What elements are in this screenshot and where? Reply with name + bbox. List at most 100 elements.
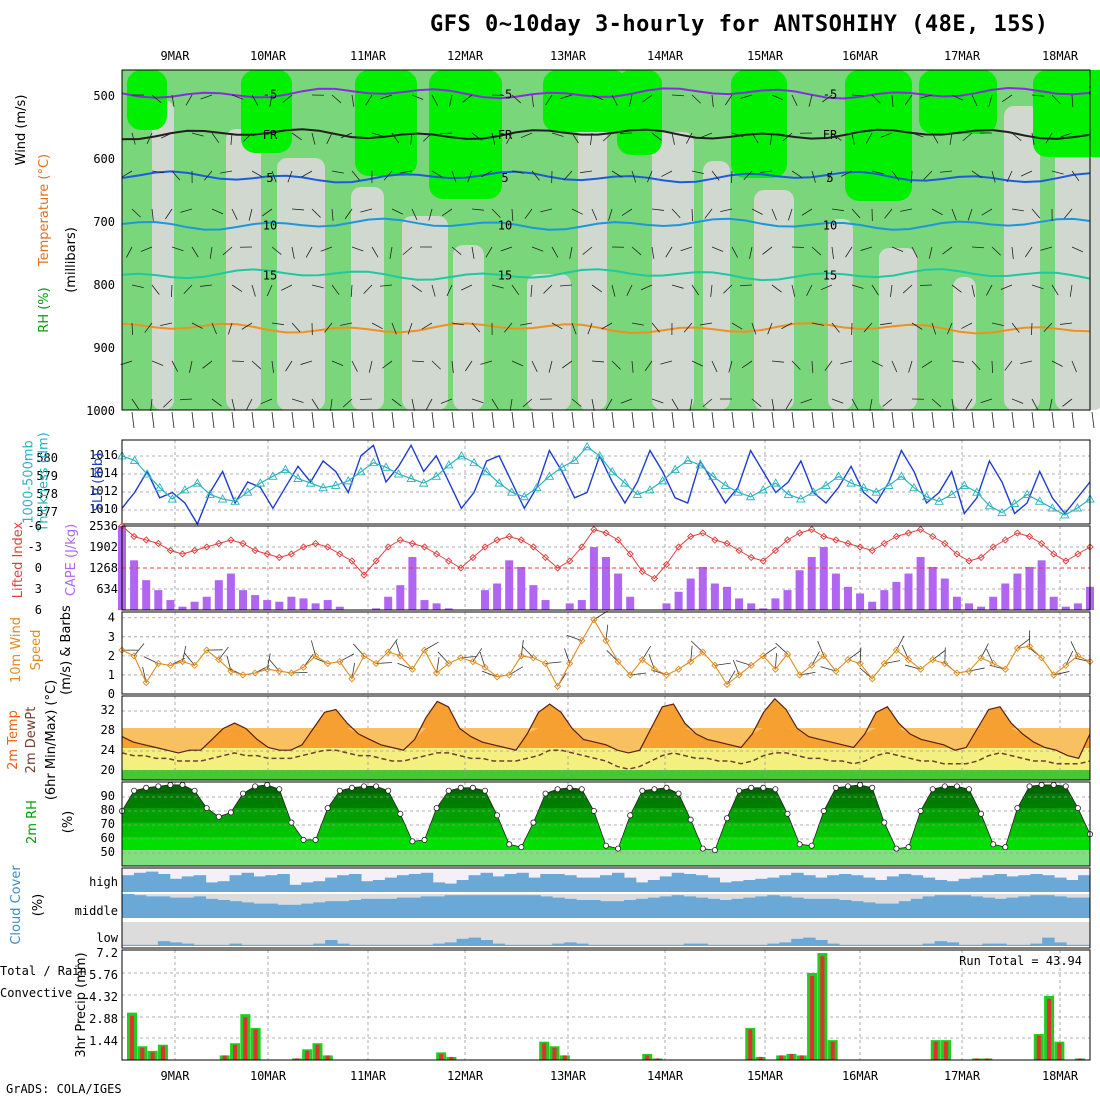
cloud-bar-low	[122, 944, 135, 946]
wind-barb	[822, 94, 833, 103]
dewpoint-ylabel-line: 2m DewPt	[24, 707, 39, 774]
wind-barb	[311, 284, 324, 289]
li-marker	[868, 546, 876, 555]
wind-barb	[686, 132, 693, 144]
wind-barb	[991, 360, 994, 374]
day-label-bottom: 15MAR	[747, 1069, 784, 1083]
rh-marker	[784, 810, 791, 817]
rh-ylabel: RH (%)	[37, 287, 52, 332]
wind10m-barb	[268, 658, 280, 672]
wind-barb	[680, 246, 693, 252]
wind-speed-marker	[747, 661, 755, 670]
cape-bar	[735, 598, 744, 610]
wind-speed-marker	[590, 615, 598, 624]
wind-speed-marker	[505, 671, 513, 679]
wind10m-frame	[121, 611, 1091, 695]
cape-bar	[965, 603, 973, 610]
wind10m-barb	[847, 650, 862, 660]
cloud-bar-middle	[588, 900, 601, 918]
surface-wind-barb	[551, 411, 555, 429]
rh-marker	[336, 787, 343, 794]
thickness-marker	[192, 478, 203, 487]
cape-bar	[977, 606, 986, 610]
wind10m-barb	[932, 649, 946, 660]
wind-barb	[791, 94, 798, 106]
cape-bar	[214, 580, 223, 610]
thickness-marker	[1047, 503, 1058, 512]
rh-tick: 90	[101, 789, 115, 803]
precip-convective-bar	[253, 1029, 258, 1060]
cape-bar	[372, 608, 381, 610]
wind-barb	[331, 284, 340, 295]
li-marker	[263, 550, 271, 558]
wind-barb	[611, 284, 616, 297]
li-marker	[178, 550, 187, 558]
wind-speed-marker	[662, 671, 671, 679]
surface-wind-barb	[1091, 411, 1095, 429]
wind-barb	[908, 360, 913, 373]
wind-barb	[1031, 208, 1041, 219]
wind10m-barb	[593, 610, 608, 620]
cloud-bar-middle	[647, 897, 661, 918]
wind-barb	[731, 322, 743, 330]
precip-conv-ylabel: Convective	[0, 986, 72, 1000]
wind-barb	[951, 208, 957, 221]
wind-barb	[204, 170, 213, 181]
cape-bar	[1061, 606, 1070, 610]
cloud-bar-middle	[408, 897, 422, 918]
thickness-marker	[469, 457, 479, 467]
rh-moist-band	[355, 70, 417, 176]
wind-barb	[1011, 398, 1024, 404]
cape-bar	[335, 606, 344, 610]
wind-barb	[711, 94, 714, 107]
wind-speed-marker	[360, 652, 368, 660]
wind-speed-marker	[553, 682, 562, 691]
cloud-bar-low	[181, 943, 195, 946]
isotherm-label: 10	[498, 218, 512, 232]
precip-convective-bar	[985, 1058, 990, 1060]
cloud-bar-low	[337, 943, 350, 946]
rh-tick: 50	[101, 845, 115, 859]
wind-speed-marker	[481, 663, 489, 671]
cloud-bar-high	[982, 875, 995, 892]
cape-bar	[130, 560, 139, 610]
wind-barb	[291, 322, 301, 333]
wind-barb	[241, 322, 253, 330]
cloud-bar-middle	[755, 896, 768, 918]
rh-dry-band	[152, 100, 174, 410]
wind-barb	[121, 170, 133, 178]
wind-barb	[411, 360, 425, 363]
wind-barb	[826, 170, 833, 183]
wind-speed-marker	[1074, 652, 1082, 660]
thickness-marker	[431, 471, 442, 480]
rh-marker	[433, 805, 440, 812]
precip-convective-bar	[315, 1044, 320, 1060]
cloud-bar-high	[193, 875, 207, 892]
wind-barb	[900, 208, 913, 212]
rh-marker	[748, 784, 755, 791]
wind-barb	[928, 246, 933, 259]
wind-barb	[231, 208, 238, 220]
isotherm-label: 10	[823, 218, 837, 232]
wind-barb	[980, 398, 993, 404]
wind-speed-marker	[457, 654, 465, 662]
cloud-bar-middle	[1054, 896, 1067, 918]
cape-bar	[819, 547, 828, 610]
wind-barb	[391, 208, 404, 215]
isotherm-FR	[121, 128, 1091, 141]
wind-barb	[1071, 94, 1074, 107]
surface-wind-barb	[871, 411, 875, 429]
surface-wind-barb	[571, 411, 575, 429]
wind-barb	[965, 398, 973, 410]
wind-speed-marker	[493, 673, 501, 681]
thickness-marker	[620, 478, 630, 487]
cloud-bar-low	[803, 937, 816, 946]
wind-barb	[871, 94, 881, 104]
li-marker	[820, 532, 828, 541]
wind-barb	[571, 322, 577, 335]
thickness-marker	[255, 478, 266, 487]
wind-barb	[301, 170, 313, 178]
rh-marker	[857, 781, 864, 788]
cloud-bar-high	[647, 880, 661, 892]
wind-barb	[351, 170, 360, 181]
